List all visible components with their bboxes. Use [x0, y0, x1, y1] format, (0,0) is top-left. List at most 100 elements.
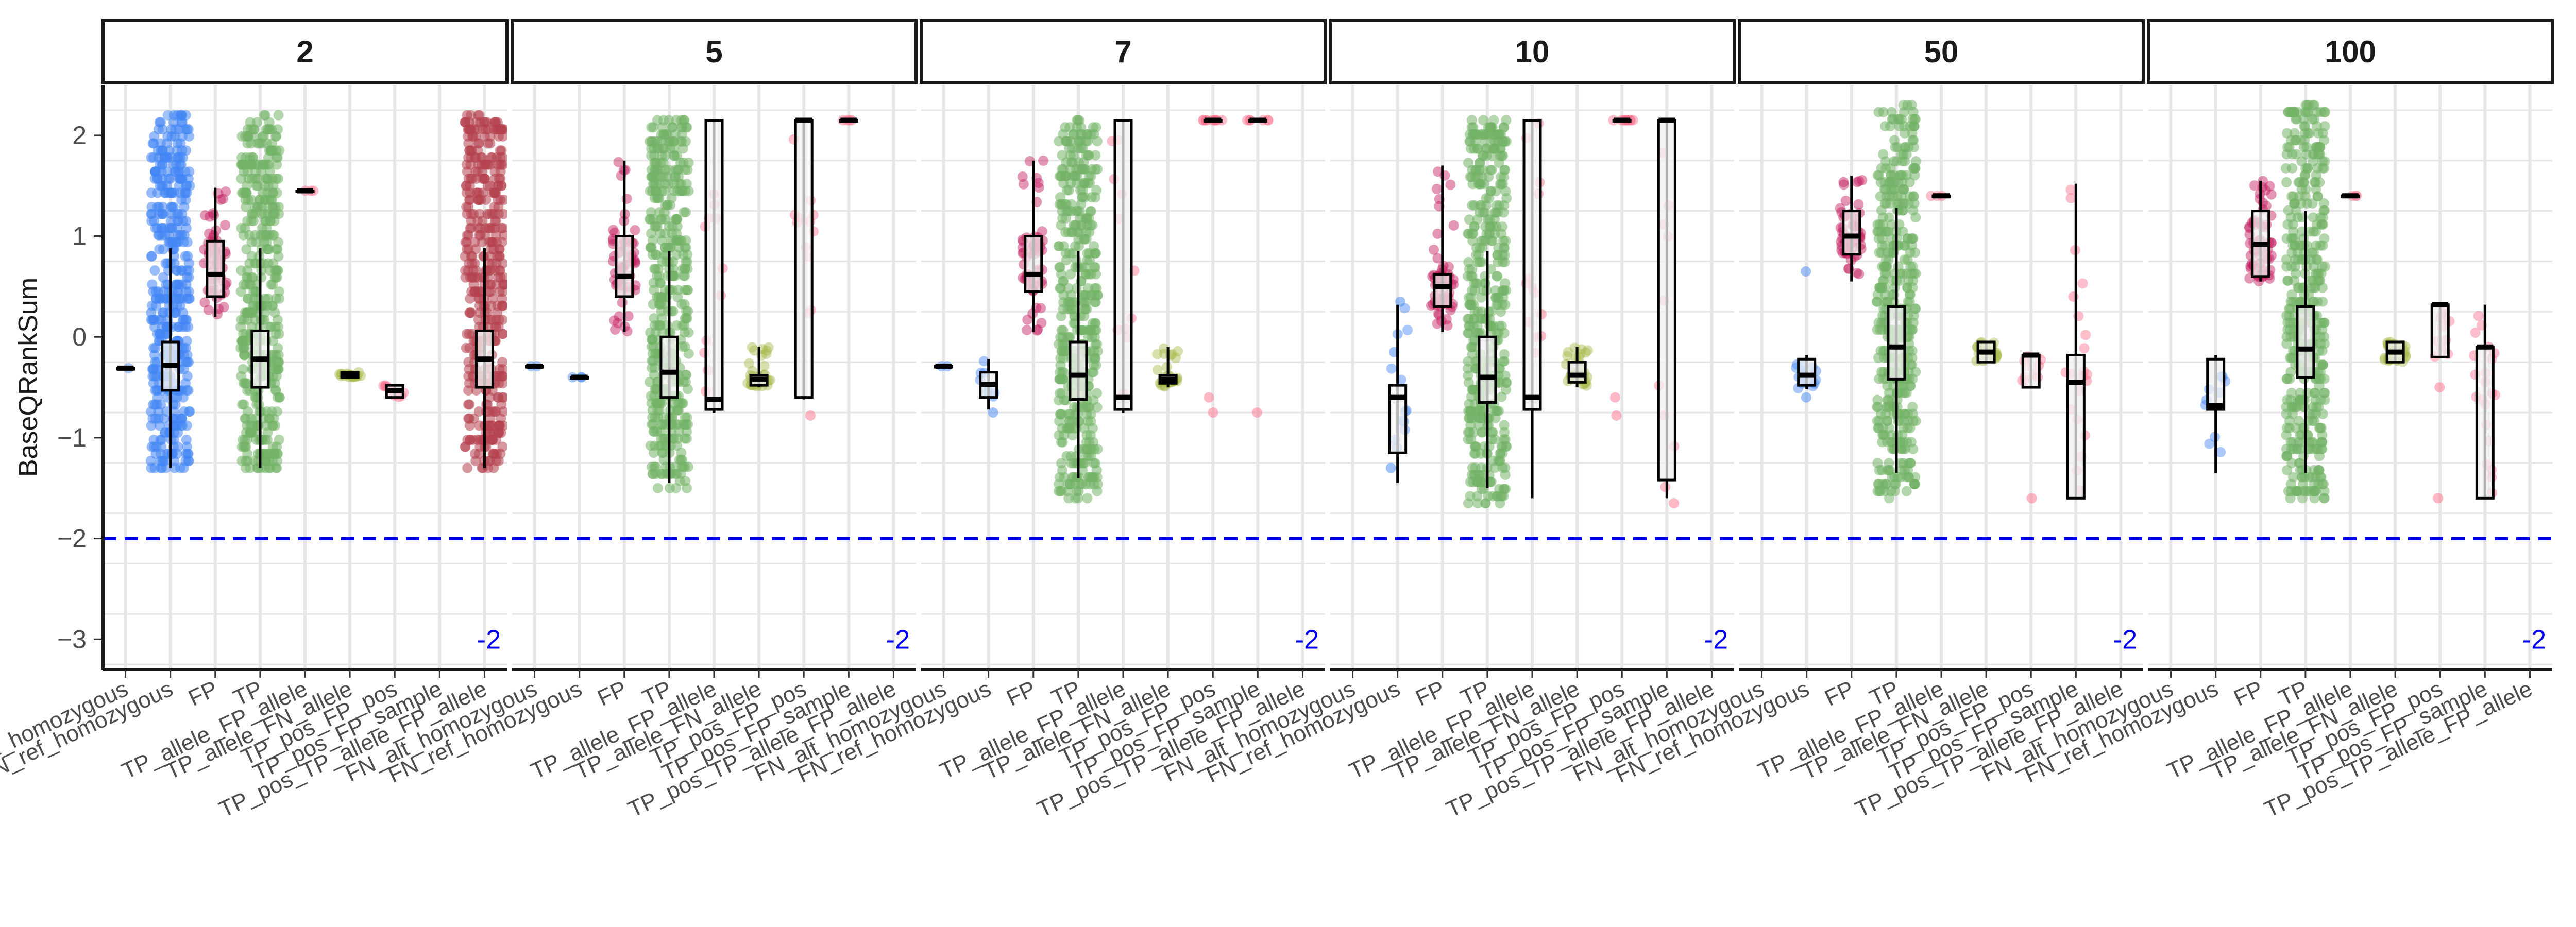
- box-iqr: [1657, 118, 1676, 482]
- outlier-point: [1252, 407, 1263, 418]
- data-point: [1909, 163, 1920, 174]
- box-group-TP_allele_FP_allele: [1107, 118, 1140, 413]
- data-point: [1432, 183, 1443, 194]
- data-point: [1055, 486, 1066, 496]
- data-point: [494, 371, 505, 382]
- data-point: [614, 311, 624, 322]
- data-point: [2311, 240, 2321, 251]
- data-point: [180, 124, 191, 135]
- data-point: [646, 334, 657, 345]
- box-group-TP_pos_FP_sample: [838, 115, 858, 126]
- outlier-point: [1488, 115, 1499, 126]
- data-point: [655, 171, 666, 182]
- data-point: [256, 434, 267, 445]
- data-point: [2319, 205, 2330, 216]
- data-point: [1500, 470, 1511, 480]
- data-point: [1080, 479, 1091, 490]
- data-point: [183, 321, 194, 332]
- data-point: [238, 364, 248, 374]
- data-point: [2301, 149, 2312, 160]
- outlier-point: [658, 115, 669, 126]
- data-point: [465, 434, 476, 445]
- data-point: [1880, 184, 1891, 195]
- data-point: [2318, 359, 2329, 370]
- data-point: [1441, 314, 1452, 325]
- data-point: [204, 228, 214, 239]
- facet-strip-label: 10: [1515, 35, 1550, 69]
- data-point: [1895, 170, 1906, 181]
- data-point: [1874, 465, 1885, 475]
- data-point: [1475, 158, 1485, 168]
- data-point: [178, 342, 189, 353]
- data-point: [617, 297, 628, 308]
- data-point: [243, 195, 253, 205]
- data-point: [2282, 423, 2293, 434]
- data-point: [1886, 233, 1897, 244]
- data-point: [498, 392, 507, 403]
- data-point: [1061, 199, 1072, 210]
- data-point: [679, 327, 690, 338]
- data-point: [1432, 318, 1443, 329]
- data-point: [1889, 170, 1900, 181]
- data-point: [1497, 150, 1507, 161]
- box-group-TP: [645, 115, 694, 493]
- data-point: [1910, 268, 1921, 279]
- data-point: [479, 173, 490, 184]
- data-point: [496, 222, 507, 233]
- data-point: [1476, 413, 1487, 423]
- data-point: [1908, 107, 1919, 117]
- data-point: [166, 187, 177, 198]
- data-point: [267, 420, 278, 431]
- data-point: [464, 307, 475, 318]
- box-iqr: [659, 335, 679, 399]
- data-point: [261, 173, 272, 184]
- data-point: [1838, 179, 1849, 190]
- box-group-FP: [199, 186, 232, 320]
- data-point: [668, 136, 679, 147]
- data-point: [155, 145, 166, 156]
- data-point: [1081, 269, 1092, 280]
- data-point: [672, 214, 683, 225]
- outlier-point: [1072, 115, 1082, 126]
- data-point: [1074, 227, 1084, 237]
- data-point: [1083, 325, 1094, 336]
- data-point: [461, 342, 471, 353]
- outlier-point: [162, 110, 173, 121]
- data-point: [1463, 158, 1474, 168]
- outlier-point: [2300, 100, 2311, 111]
- data-point: [484, 159, 495, 170]
- data-point: [484, 392, 495, 403]
- data-point: [662, 200, 673, 211]
- data-point: [248, 286, 259, 297]
- data-point: [1090, 318, 1101, 329]
- data-point: [2312, 296, 2323, 307]
- box-group-TP_pos_FP_pos: [1198, 115, 1227, 418]
- box-group-FP: [1426, 165, 1459, 332]
- outlier-point: [1884, 493, 1894, 504]
- box-group-FN_alt_homozygous: [116, 363, 135, 373]
- data-point: [1054, 395, 1064, 406]
- data-point: [1479, 179, 1489, 190]
- box-group-TP: [1054, 115, 1103, 504]
- data-point: [749, 345, 760, 356]
- facet-strip-label: 2: [296, 35, 313, 69]
- box-group-FN_alt_homozygous: [934, 360, 954, 371]
- data-point: [180, 216, 191, 227]
- data-point: [1906, 437, 1917, 448]
- data-point: [1033, 178, 1044, 188]
- data-point: [1493, 243, 1504, 253]
- data-point: [1055, 409, 1066, 420]
- data-point: [608, 225, 619, 235]
- data-point: [1469, 306, 1480, 317]
- data-point: [146, 152, 157, 163]
- data-point: [2281, 177, 2292, 188]
- data-point: [1902, 233, 1913, 244]
- data-point: [184, 406, 195, 417]
- data-point: [664, 164, 674, 175]
- data-point: [759, 360, 770, 371]
- box-group-TP: [235, 110, 285, 473]
- data-point: [1908, 310, 1919, 321]
- data-point: [2282, 142, 2293, 152]
- facet-strip-label: 100: [2325, 35, 2376, 69]
